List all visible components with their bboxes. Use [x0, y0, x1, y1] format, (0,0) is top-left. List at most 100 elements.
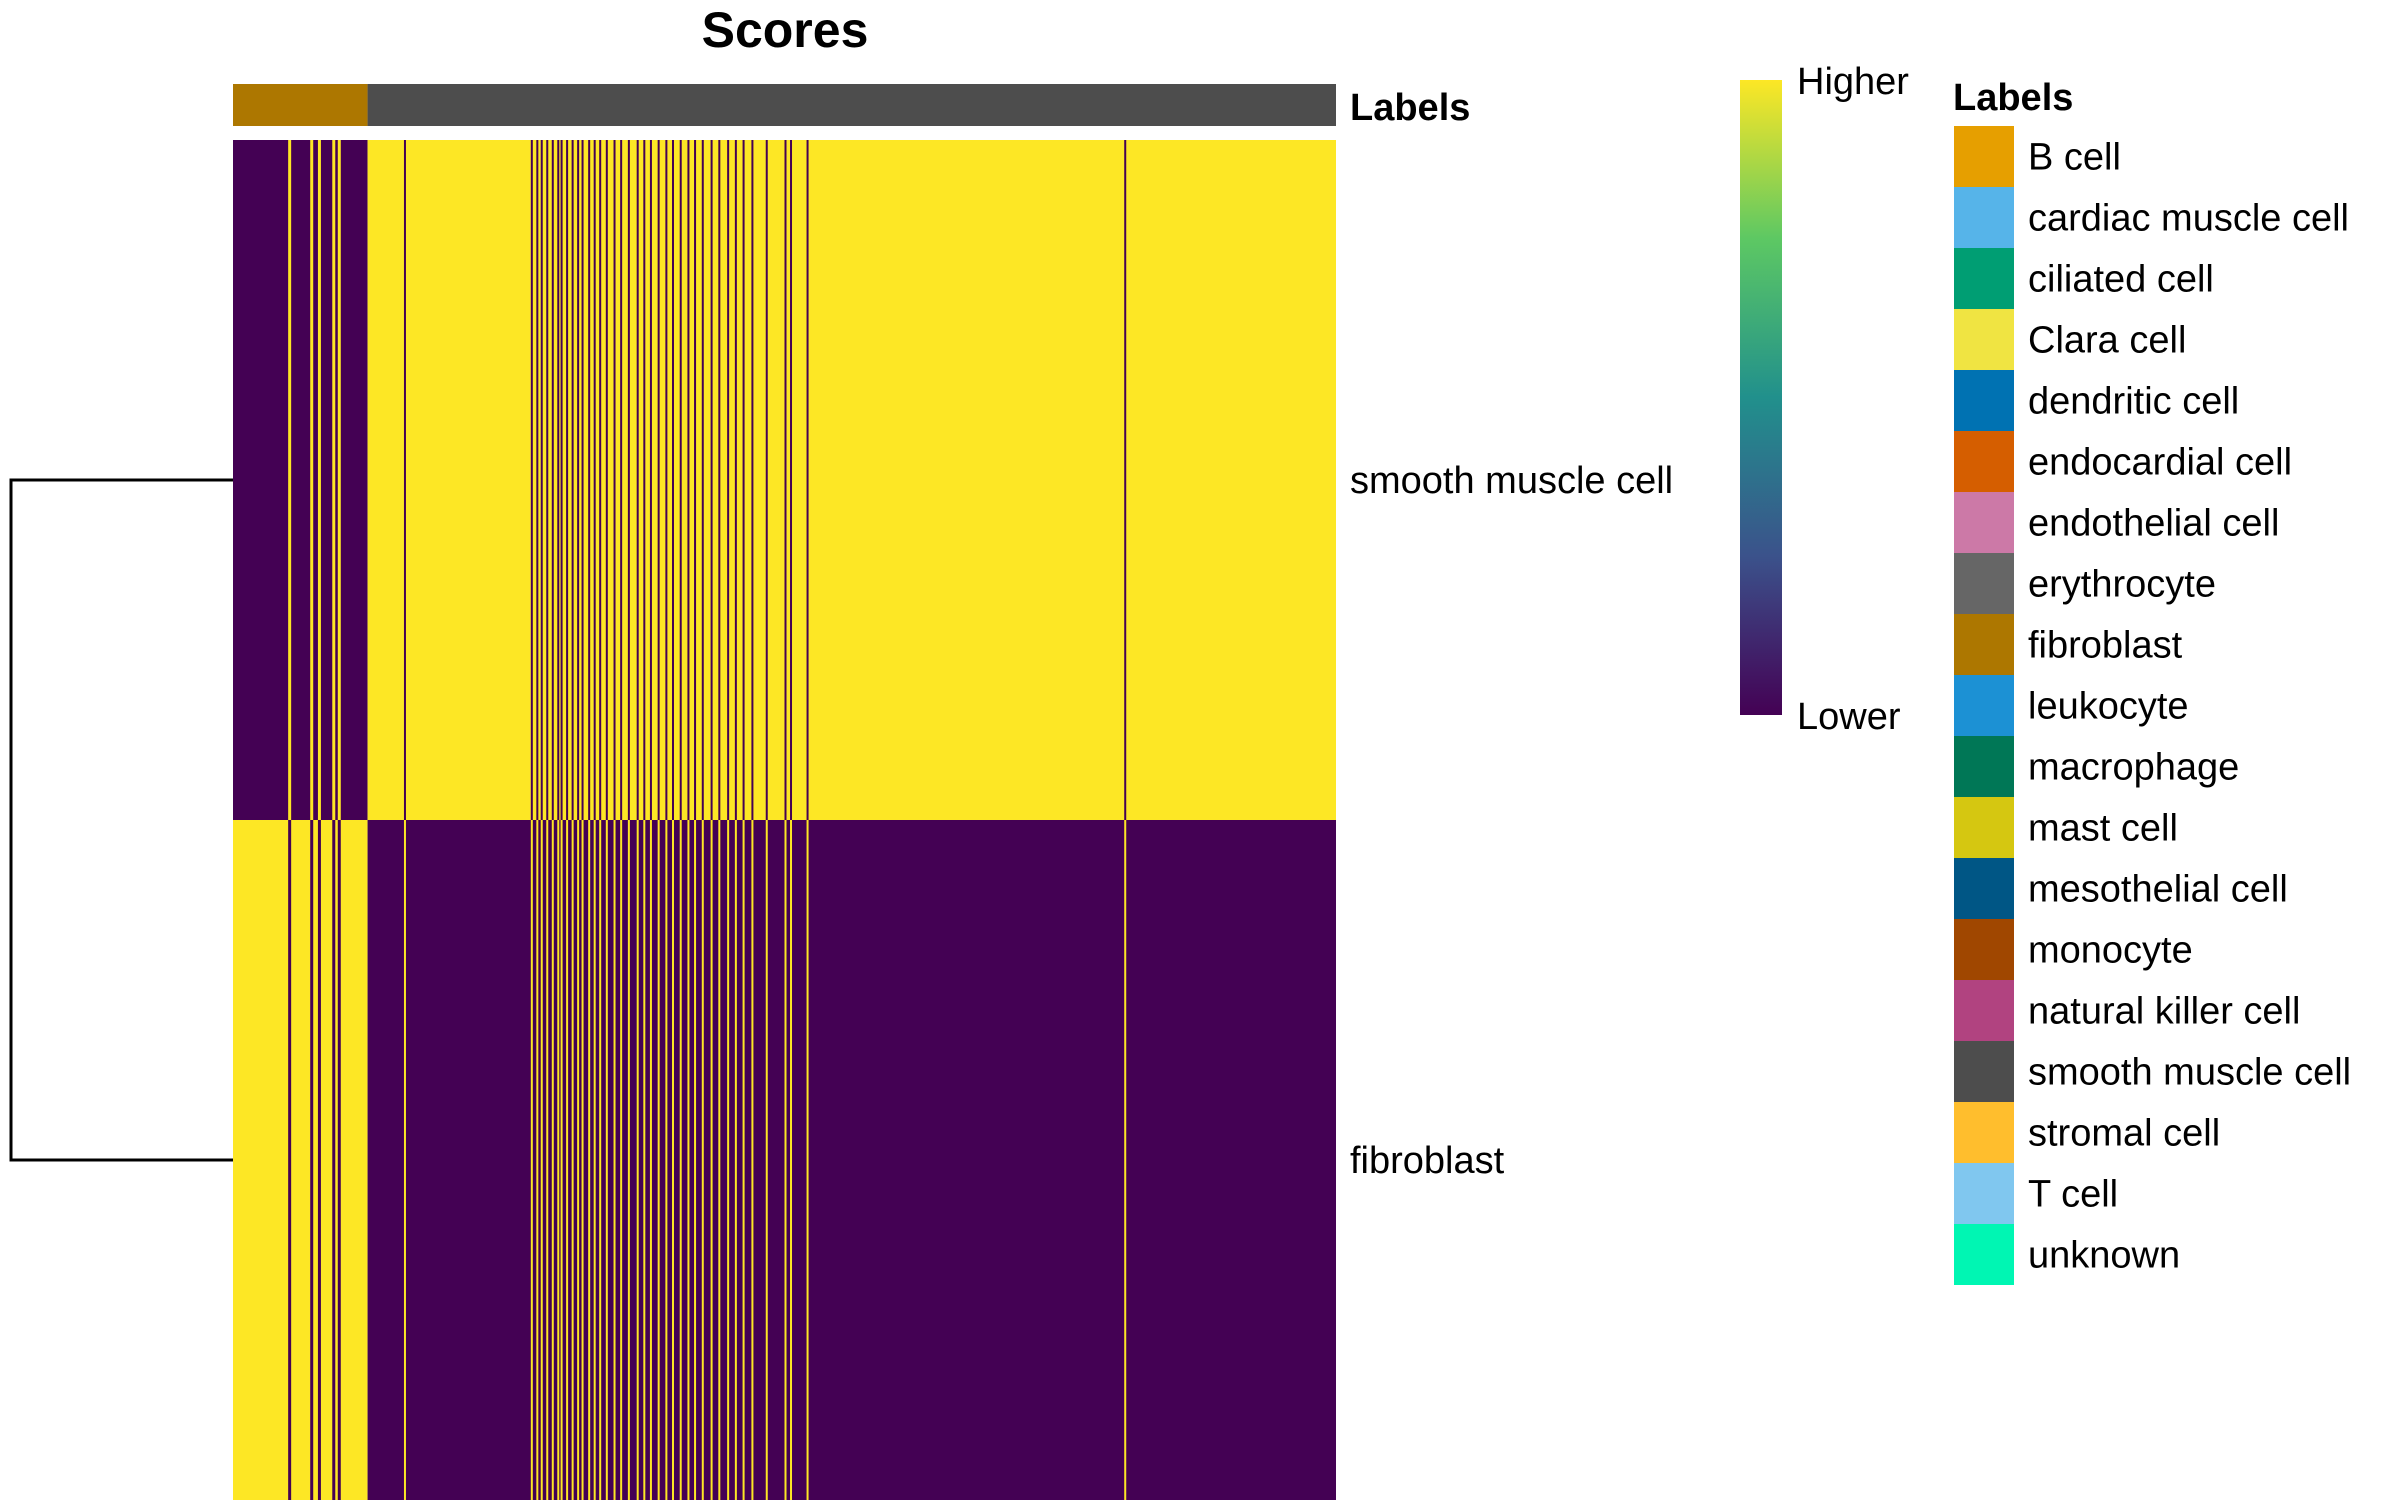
- legend-swatch-dendritic-cell: [1954, 370, 2014, 431]
- column-stripe: [571, 820, 574, 1500]
- legend-swatch-mesothelial-cell: [1954, 858, 2014, 919]
- column-stripe: [765, 820, 768, 1500]
- legend-swatch-monocyte: [1954, 919, 2014, 980]
- legend-label: erythrocyte: [2028, 564, 2216, 606]
- column-stripe: [310, 140, 314, 820]
- column-stripe: [643, 140, 646, 820]
- column-stripe: [1124, 820, 1127, 1500]
- legend-swatch-cardiac-muscle-cell: [1954, 187, 2014, 248]
- chart-title: Scores: [702, 2, 869, 58]
- column-stripe: [657, 140, 660, 820]
- legend-label: cardiac muscle cell: [2028, 198, 2349, 240]
- column-stripe: [734, 820, 737, 1500]
- column-stripe: [540, 820, 543, 1500]
- column-stripe: [671, 820, 674, 1500]
- column-stripe: [620, 820, 623, 1500]
- legend-label: Clara cell: [2028, 320, 2186, 362]
- column-stripe: [742, 140, 745, 820]
- legend-swatch-mast-cell: [1954, 797, 2014, 858]
- column-stripe: [657, 820, 660, 1500]
- row-labels: smooth muscle cell fibroblast: [1350, 460, 1673, 1182]
- column-stripe: [536, 820, 539, 1500]
- column-stripe: [593, 140, 596, 820]
- color-scale-bar: [1740, 80, 1782, 715]
- row-label-fibroblast: fibroblast: [1350, 1140, 1505, 1182]
- column-stripe: [710, 140, 713, 820]
- column-stripe: [765, 140, 768, 820]
- column-stripe: [718, 140, 721, 820]
- column-stripe: [643, 820, 646, 1500]
- legend-label: endothelial cell: [2028, 503, 2279, 545]
- annotation-segment-fibroblast: [233, 84, 368, 126]
- column-stripe: [577, 820, 580, 1500]
- column-stripe: [710, 820, 713, 1500]
- column-stripe: [1124, 140, 1127, 820]
- column-stripe: [694, 140, 697, 820]
- legend-label: stromal cell: [2028, 1113, 2220, 1155]
- labels-legend: Labels B cell cardiac muscle cell ciliated…: [1953, 77, 2351, 1285]
- legend-label: endocardial cell: [2028, 442, 2292, 484]
- annotation-segment-smooth-muscle-cell: [367, 84, 1336, 126]
- column-stripe: [403, 820, 406, 1500]
- column-stripe: [560, 820, 563, 1500]
- column-stripe: [566, 140, 569, 820]
- legend-label: fibroblast: [2028, 625, 2183, 667]
- legend-swatch-macrophage: [1954, 736, 2014, 797]
- column-stripe: [536, 140, 539, 820]
- column-stripe: [332, 140, 336, 820]
- column-stripe: [665, 820, 668, 1500]
- column-stripe: [679, 140, 682, 820]
- column-stripe: [577, 140, 580, 820]
- column-stripe: [742, 820, 745, 1500]
- column-stripe: [679, 820, 682, 1500]
- legend-label: dendritic cell: [2028, 381, 2239, 423]
- column-stripe: [636, 820, 639, 1500]
- column-stripe: [627, 140, 630, 820]
- legend-swatch-ciliated-cell: [1954, 248, 2014, 309]
- dendrogram-branch: [9, 478, 233, 1162]
- column-stripe: [734, 140, 737, 820]
- column-stripe: [588, 820, 591, 1500]
- cell-block-fib-sm: [367, 820, 1336, 1500]
- column-stripe: [599, 820, 602, 1500]
- column-stripe: [551, 820, 554, 1500]
- column-stripe: [599, 140, 602, 820]
- column-stripe: [636, 140, 639, 820]
- column-stripe: [530, 820, 533, 1500]
- annotation-bar: [233, 84, 1336, 126]
- legend-label: ciliated cell: [2028, 259, 2214, 301]
- legend-swatch-Clara-cell: [1954, 309, 2014, 370]
- column-stripe: [332, 820, 336, 1500]
- legend-swatch-leukocyte: [1954, 675, 2014, 736]
- column-stripe: [613, 140, 616, 820]
- column-stripe: [551, 140, 554, 820]
- column-stripe: [649, 820, 652, 1500]
- column-stripe: [557, 140, 560, 820]
- legend-swatch-erythrocyte: [1954, 553, 2014, 614]
- legend-swatch-unknown: [1954, 1224, 2014, 1285]
- heatmap-body: [233, 140, 1336, 1500]
- column-stripe: [784, 140, 787, 820]
- column-stripe: [649, 140, 652, 820]
- column-stripe: [403, 140, 406, 820]
- cell-block-fib-fib: [233, 820, 368, 1500]
- column-stripe: [687, 820, 690, 1500]
- column-stripe: [620, 140, 623, 820]
- legend-label: B cell: [2028, 137, 2121, 179]
- legend-label: macrophage: [2028, 747, 2239, 789]
- column-stripe: [727, 140, 730, 820]
- color-scale-high-label: Higher: [1797, 61, 1909, 103]
- column-stripe: [546, 820, 549, 1500]
- column-stripe: [687, 140, 690, 820]
- column-stripe: [593, 820, 596, 1500]
- color-scale-low-label: Lower: [1797, 696, 1901, 738]
- column-stripe: [288, 820, 292, 1500]
- legend-label: smooth muscle cell: [2028, 1052, 2351, 1094]
- column-stripe: [751, 820, 754, 1500]
- legend-label: mast cell: [2028, 808, 2178, 850]
- legend-label: natural killer cell: [2028, 991, 2300, 1033]
- legend-swatch-smooth-muscle-cell: [1954, 1041, 2014, 1102]
- legend-label: leukocyte: [2028, 686, 2189, 728]
- legend-label: T cell: [2028, 1174, 2118, 1216]
